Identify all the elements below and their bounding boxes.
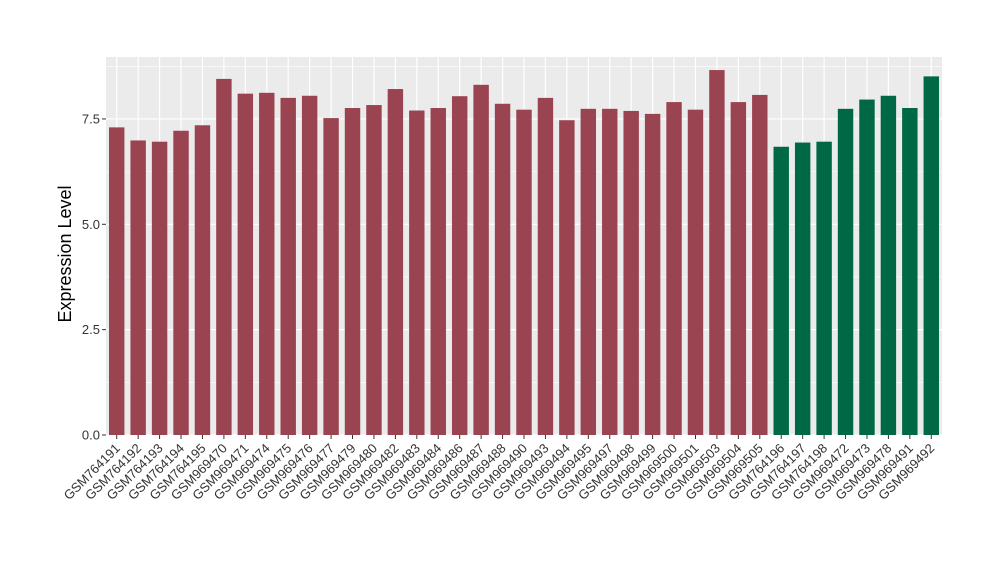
bar — [859, 99, 875, 435]
y-tick-label: 5.0 — [82, 217, 100, 232]
bar — [730, 102, 747, 435]
bar — [151, 141, 168, 435]
bar — [323, 118, 339, 435]
bar — [301, 95, 318, 436]
y-tick-label: 2.5 — [82, 322, 100, 337]
bar — [280, 97, 296, 435]
bar — [837, 108, 854, 435]
bar — [173, 130, 189, 435]
bar — [494, 103, 511, 435]
x-axis: GSM764191GSM764192GSM764193GSM764194GSM7… — [61, 435, 937, 503]
bar — [816, 141, 832, 435]
y-axis: 0.0 2.5 5.0 7.5 — [82, 111, 106, 443]
bar — [709, 70, 725, 435]
bar — [409, 110, 425, 436]
bar — [451, 96, 468, 435]
bar — [902, 107, 918, 436]
bars — [109, 70, 939, 436]
bar — [259, 92, 275, 435]
bar — [516, 109, 532, 436]
bar — [130, 140, 146, 435]
bar — [537, 97, 554, 435]
bar — [194, 125, 211, 436]
bar — [387, 89, 404, 435]
bar — [473, 84, 489, 435]
y-axis-title: Expression Level — [55, 185, 75, 322]
bar — [216, 78, 232, 435]
bar — [666, 102, 682, 435]
bar — [623, 110, 639, 435]
bar — [752, 94, 768, 436]
bar — [430, 107, 446, 436]
bar — [580, 108, 597, 435]
bar — [344, 107, 361, 436]
bar — [923, 76, 939, 435]
bar — [644, 113, 661, 435]
y-tick-label: 0.0 — [82, 428, 100, 443]
bar — [880, 95, 897, 436]
bar — [687, 109, 704, 436]
bar — [602, 108, 618, 435]
bar — [366, 105, 382, 435]
bar — [773, 146, 789, 435]
bar — [794, 142, 811, 436]
bar — [559, 120, 575, 436]
bar — [237, 93, 254, 435]
bar — [109, 127, 125, 436]
y-tick-label: 7.5 — [82, 111, 100, 126]
